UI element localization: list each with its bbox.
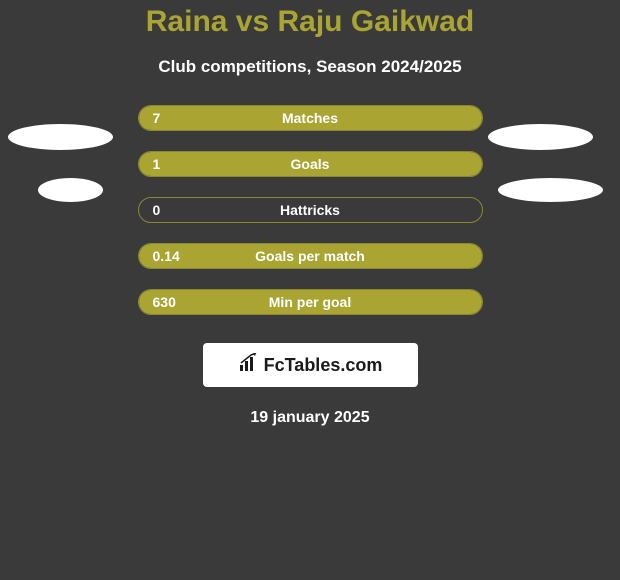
stat-value-left: 0.14 <box>153 248 180 264</box>
date-text: 19 january 2025 <box>250 409 369 427</box>
player-silhouette <box>8 124 113 150</box>
stat-label: Goals per match <box>255 248 365 264</box>
stat-label: Matches <box>282 110 338 126</box>
player-silhouette <box>488 124 593 150</box>
stat-row: 630 Min per goal <box>138 289 483 315</box>
chart-icon <box>238 353 260 378</box>
stat-label: Hattricks <box>280 202 340 218</box>
page-subtitle: Club competitions, Season 2024/2025 <box>158 57 461 77</box>
logo-text: FcTables.com <box>264 355 383 376</box>
stat-label: Goals <box>291 156 330 172</box>
stat-value-left: 1 <box>153 156 161 172</box>
player-silhouette <box>498 178 603 202</box>
stat-row: 0 Hattricks <box>138 197 483 223</box>
stat-value-left: 7 <box>153 110 161 126</box>
page-title: Raina vs Raju Gaikwad <box>146 5 474 39</box>
stat-row: 1 Goals <box>138 151 483 177</box>
stat-value-left: 630 <box>153 294 176 310</box>
stat-value-left: 0 <box>153 202 161 218</box>
logo-box: FcTables.com <box>203 343 418 387</box>
stat-label: Min per goal <box>269 294 351 310</box>
stats-rows: 7 Matches 1 Goals 0 Hattricks 0.14 Goals per ma… <box>138 105 483 315</box>
stat-row: 7 Matches <box>138 105 483 131</box>
player-silhouette <box>38 178 103 202</box>
stat-row: 0.14 Goals per match <box>138 243 483 269</box>
